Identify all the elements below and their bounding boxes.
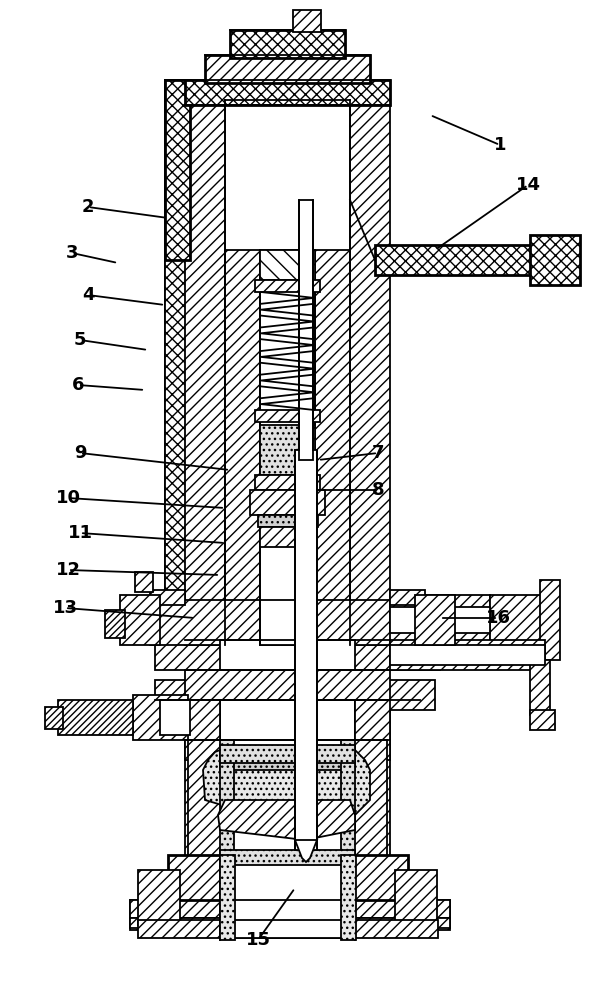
Bar	[165, 80, 187, 640]
Bar	[120, 595, 160, 645]
Text: 6: 6	[72, 376, 84, 394]
Bar	[341, 855, 356, 940]
Bar	[355, 680, 435, 710]
Bar	[230, 30, 345, 58]
Bar	[135, 572, 153, 592]
Bar	[130, 900, 450, 918]
Bar	[130, 900, 200, 930]
Bar	[220, 920, 355, 938]
Bar	[150, 600, 260, 645]
Text: 8: 8	[371, 481, 384, 499]
Bar	[155, 680, 220, 710]
Bar	[130, 918, 450, 928]
Bar	[350, 100, 390, 645]
Text: 3: 3	[66, 244, 78, 262]
Polygon shape	[203, 750, 370, 825]
Text: 9: 9	[74, 444, 86, 462]
Bar	[295, 450, 317, 850]
Bar	[168, 855, 408, 900]
Bar	[390, 640, 545, 670]
Bar	[185, 660, 390, 700]
Bar	[220, 855, 355, 900]
Bar	[490, 595, 545, 645]
Bar	[185, 100, 225, 645]
Text: 12: 12	[55, 561, 81, 579]
Text: 2: 2	[82, 198, 94, 216]
Bar	[220, 870, 355, 930]
Polygon shape	[355, 700, 390, 760]
Bar	[45, 707, 63, 729]
Bar	[185, 700, 220, 875]
Bar	[375, 245, 560, 275]
Bar	[165, 80, 190, 625]
Text: 16: 16	[485, 609, 510, 627]
Bar	[188, 740, 223, 875]
Bar	[255, 280, 320, 292]
Bar	[155, 640, 440, 670]
Text: 1: 1	[494, 136, 506, 154]
Bar	[160, 700, 190, 735]
Bar	[138, 920, 438, 938]
Text: 11: 11	[68, 524, 92, 542]
Bar	[530, 660, 550, 715]
Bar	[260, 250, 315, 645]
Text: 5: 5	[74, 331, 86, 349]
Polygon shape	[218, 800, 355, 840]
Bar	[150, 590, 185, 605]
Text: 13: 13	[52, 599, 77, 617]
Bar	[540, 580, 560, 660]
Bar	[165, 80, 190, 260]
Bar	[138, 870, 180, 925]
Bar	[185, 870, 390, 900]
Bar	[255, 475, 320, 490]
Bar	[390, 645, 545, 665]
Bar	[223, 740, 352, 875]
Bar	[255, 410, 320, 422]
Bar	[380, 900, 450, 930]
Bar	[105, 610, 125, 638]
Bar	[352, 740, 387, 875]
Bar	[185, 80, 390, 105]
Text: 4: 4	[82, 286, 94, 304]
Bar	[220, 745, 355, 763]
Bar	[220, 750, 355, 770]
Polygon shape	[185, 700, 220, 760]
Bar	[315, 600, 430, 645]
Text: 15: 15	[245, 931, 271, 949]
Text: 10: 10	[55, 489, 81, 507]
Bar	[260, 425, 315, 475]
Bar	[220, 855, 235, 940]
Bar	[415, 595, 455, 645]
Bar	[205, 55, 370, 83]
Bar	[250, 490, 325, 515]
Bar	[355, 700, 390, 875]
Bar	[390, 595, 490, 645]
Polygon shape	[295, 840, 317, 862]
Bar	[220, 850, 355, 865]
Text: 14: 14	[515, 176, 541, 194]
Bar	[220, 700, 355, 875]
Bar	[395, 870, 437, 925]
Bar	[341, 740, 355, 875]
Bar	[530, 235, 580, 285]
Bar	[390, 607, 490, 633]
Bar	[220, 640, 355, 670]
Bar	[133, 695, 188, 740]
Text: 7: 7	[371, 444, 384, 462]
Bar	[260, 600, 315, 645]
Bar	[260, 527, 315, 547]
Bar	[315, 250, 350, 645]
Bar	[58, 700, 133, 735]
Bar	[260, 250, 315, 280]
Bar	[220, 740, 234, 875]
Bar	[293, 10, 321, 32]
Bar	[225, 250, 260, 645]
Bar	[390, 590, 425, 605]
Bar	[258, 515, 318, 527]
Bar	[530, 710, 555, 730]
Bar	[299, 200, 313, 460]
